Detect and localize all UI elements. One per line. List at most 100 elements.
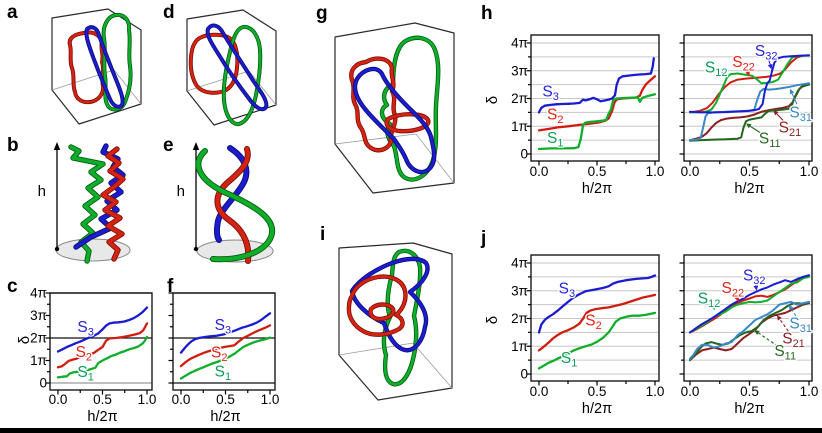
x-axis-label: h/2π xyxy=(210,409,240,425)
x-tick-label: 0.0 xyxy=(49,392,68,407)
series-S1 xyxy=(179,336,272,380)
blue-curve xyxy=(350,257,429,352)
panel-label-g: g xyxy=(316,3,328,24)
braid-panel-e: h xyxy=(177,142,276,264)
x-tick-label: 0.0 xyxy=(172,392,191,407)
series-label-S31: S31 xyxy=(789,315,812,335)
label-arrowhead-icon xyxy=(776,315,782,321)
series-label-S3: S3 xyxy=(215,317,231,337)
panel-label-i: i xyxy=(320,224,326,245)
y-tick-label: 1π xyxy=(511,119,528,134)
series-S1 xyxy=(537,311,657,370)
chart-h-left: 0.0 0.5 1.0 0 1π 2π 3π 4π h/2π δ S3 S2 S1 xyxy=(484,34,664,197)
axes-box-back-edge xyxy=(338,342,453,389)
axes-box-back-edge xyxy=(334,133,455,184)
series-S11 xyxy=(689,83,810,142)
panel-label-a: a xyxy=(7,2,18,23)
y-tick-label: 0 xyxy=(520,367,528,382)
y-tick-label: 0 xyxy=(39,376,47,391)
green-curve xyxy=(380,36,440,181)
label-arrow xyxy=(791,93,798,105)
x-tick-label: 0.5 xyxy=(216,392,235,407)
label-arrowhead-icon xyxy=(734,296,740,302)
series-label-S3: S3 xyxy=(77,319,93,339)
series-label-S2: S2 xyxy=(211,345,227,365)
label-arrowhead-icon xyxy=(773,110,779,116)
series-label-S1: S1 xyxy=(77,364,93,384)
knot-panel-i xyxy=(338,242,453,401)
x-tick-label: 1.0 xyxy=(261,392,280,407)
figure-divider-bar xyxy=(0,428,822,433)
series-S2 xyxy=(537,293,657,352)
series-label-S32: S32 xyxy=(743,267,766,287)
series-label-S21: S21 xyxy=(782,330,805,350)
plot-frame xyxy=(49,292,153,391)
panel-label-d: d xyxy=(163,2,175,23)
y-tick-label: 1π xyxy=(30,353,47,368)
x-tick-label: 0.0 xyxy=(530,164,549,179)
panel-label-b: b xyxy=(7,135,19,156)
y-tick-label: 2π xyxy=(511,91,528,106)
red-curve xyxy=(347,275,407,336)
y-tick-label: 4π xyxy=(30,286,47,301)
series-S1 xyxy=(56,335,149,379)
x-tick-label: 0.5 xyxy=(93,392,112,407)
y-tick-label: 2π xyxy=(30,331,47,346)
x-axis-label: h/2π xyxy=(582,181,612,197)
series-label-S2: S2 xyxy=(76,344,92,364)
y-axis-label: δ xyxy=(484,96,501,104)
series-label-S3: S3 xyxy=(542,84,558,104)
x-tick-label: 0.5 xyxy=(740,164,759,179)
x-tick-label: 1.0 xyxy=(138,392,157,407)
series-label-S2: S2 xyxy=(585,313,601,333)
label-arrowhead-icon xyxy=(788,304,794,311)
plot-frame xyxy=(172,292,276,391)
series-S1 xyxy=(537,93,657,151)
x-tick-label: 1.0 xyxy=(646,384,665,399)
blue-curve xyxy=(85,26,124,108)
height-axis-label: h xyxy=(38,183,46,200)
series-label-S32: S32 xyxy=(755,43,778,63)
height-axis-arrowhead-icon xyxy=(53,142,61,150)
series-S21 xyxy=(689,302,810,362)
series-S3 xyxy=(179,312,272,354)
label-arrow xyxy=(768,59,771,65)
red-curve xyxy=(385,112,430,133)
series-label-S12: S12 xyxy=(705,59,728,79)
y-axis-label: δ xyxy=(484,316,501,324)
y-tick-label: 3π xyxy=(30,308,47,323)
y-tick-label: 4π xyxy=(511,256,528,271)
series-label-S1: S1 xyxy=(215,363,231,383)
x-axis-label: h/2π xyxy=(734,181,764,197)
y-tick-label: 4π xyxy=(511,36,528,51)
blue-curve xyxy=(353,67,436,174)
y-tick-label: 0 xyxy=(520,147,528,162)
series-S2 xyxy=(56,322,149,369)
series-label-S1: S1 xyxy=(547,130,563,150)
height-axis-origin-dot xyxy=(54,246,60,252)
x-tick-label: 1.0 xyxy=(800,384,819,399)
green-curve xyxy=(102,13,132,111)
red-strand xyxy=(101,147,125,261)
series-S32 xyxy=(689,54,810,114)
x-axis-label: h/2π xyxy=(87,409,117,425)
series-label-S21: S21 xyxy=(779,120,802,140)
height-axis-label: h xyxy=(177,183,185,200)
label-arrow xyxy=(746,69,749,72)
green-strand xyxy=(196,148,275,262)
series-label-S1: S1 xyxy=(561,350,577,370)
x-tick-label: 0.5 xyxy=(740,384,759,399)
height-axis-arrowhead-icon xyxy=(192,142,200,150)
label-arrowhead-icon xyxy=(767,63,773,70)
label-arrowhead-icon xyxy=(753,285,759,291)
y-tick-label: 2π xyxy=(511,311,528,326)
series-S11 xyxy=(689,300,810,362)
series-label-S12: S12 xyxy=(698,291,721,311)
series-S2 xyxy=(179,324,272,368)
chart-j-left: 0.0 0.5 1.0 0 1π 2π 3π 4π h/2π δ S3 S2 S1 xyxy=(484,254,665,417)
green-curve xyxy=(222,25,262,126)
label-arrow xyxy=(790,308,797,317)
